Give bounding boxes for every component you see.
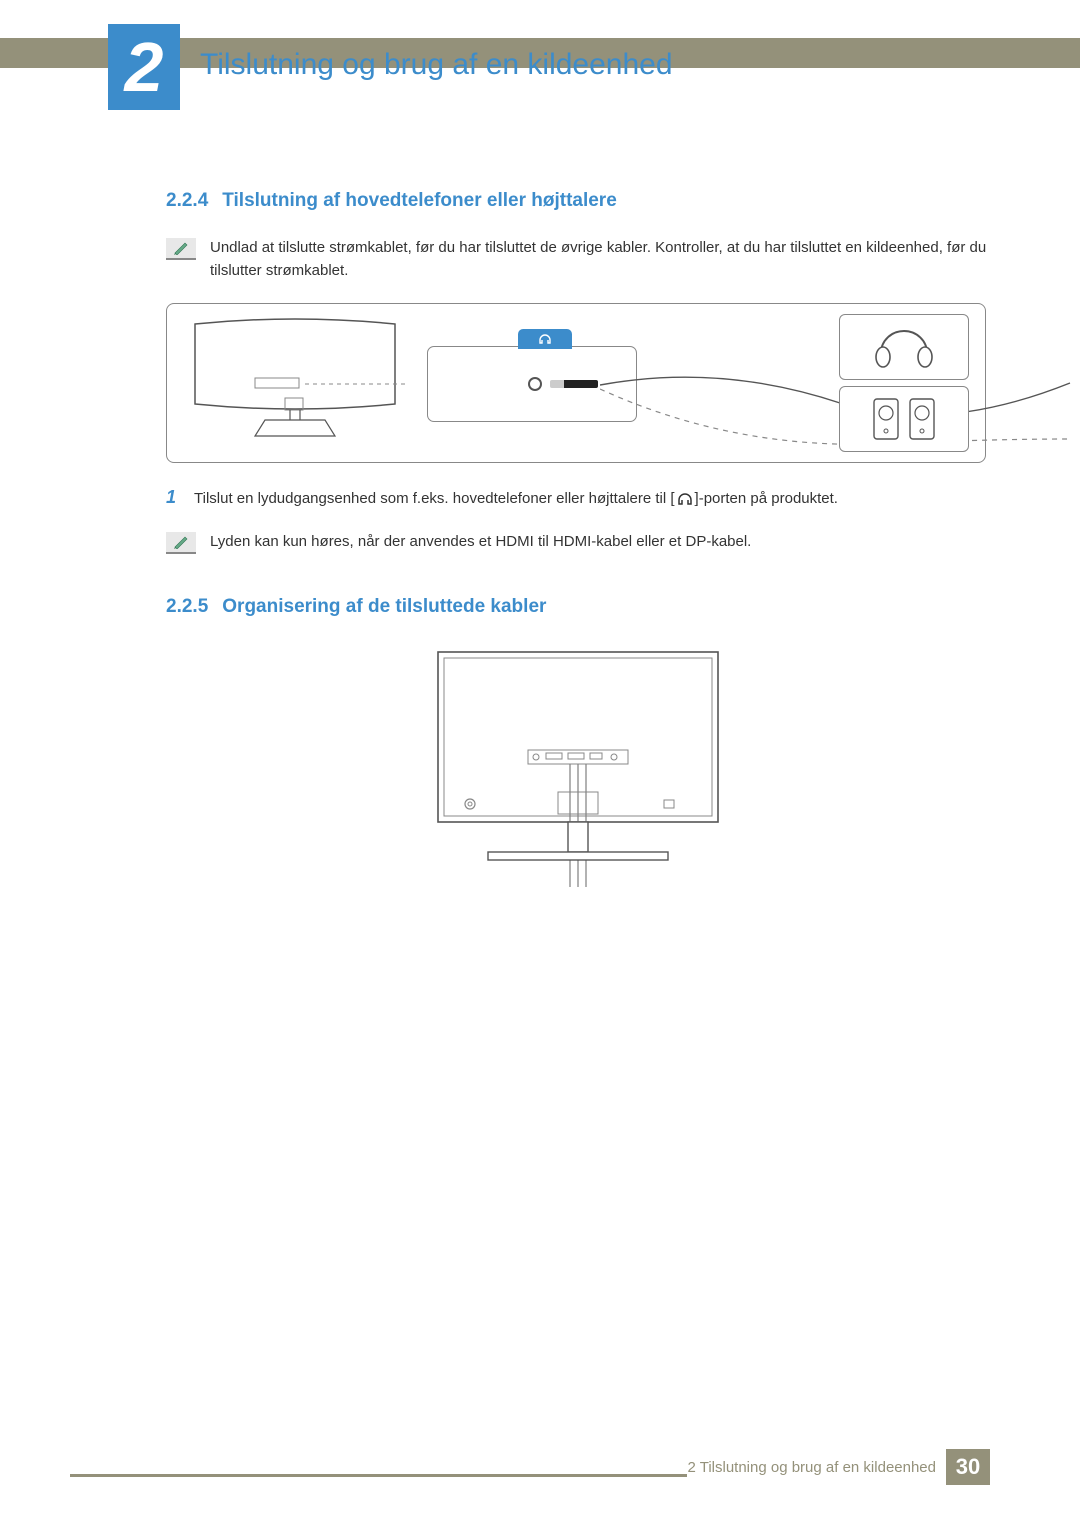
audio-jack-icon — [528, 377, 542, 391]
audio-plug-icon — [550, 380, 598, 388]
note-text-2: Lyden kan kun høres, når der anvendes et… — [210, 530, 751, 553]
headphone-port-tab — [518, 329, 572, 349]
step-1-after: ]-porten på produktet. — [695, 490, 838, 507]
section-title: Organisering af de tilsluttede kabler — [222, 596, 546, 618]
section-225: 2.2.5 Organisering af de tilsluttede kab… — [166, 596, 990, 892]
monitor-cable-diagram — [418, 642, 738, 892]
section-title: Tilslutning af hovedtelefoner eller højt… — [222, 190, 617, 212]
step-1-before: Tilslut en lydudgangsenhed som f.eks. ho… — [194, 490, 675, 507]
diagram-cable-organize — [418, 642, 738, 892]
step-1: 1 Tilslut en lydudgangsenhed som f.eks. … — [166, 487, 990, 511]
note-row-1: Undlad at tilslutte strømkablet, før du … — [166, 236, 990, 283]
page-footer: 2 Tilslutning og brug af en kildeenhed 3… — [0, 1449, 1080, 1485]
chapter-number: 2 — [125, 32, 164, 102]
step-1-text: Tilslut en lydudgangsenhed som f.eks. ho… — [194, 488, 838, 511]
headphone-inline-icon — [677, 492, 693, 506]
step-number: 1 — [166, 487, 180, 508]
chapter-badge: 2 — [108, 24, 180, 110]
monitor-back-icon — [185, 316, 405, 446]
note-icon — [166, 532, 196, 554]
footer-rule — [70, 1474, 687, 1477]
page-number: 30 — [946, 1449, 990, 1485]
note-row-2: Lyden kan kun høres, når der anvendes et… — [166, 530, 990, 554]
note-icon — [166, 238, 196, 260]
chapter-title: Tilslutning og brug af en kildeenhed — [200, 48, 673, 82]
headphones-box — [839, 314, 969, 380]
section-number: 2.2.4 — [166, 190, 208, 212]
note-text-1: Undlad at tilslutte strømkablet, før du … — [210, 236, 990, 283]
footer-label: 2 Tilslutning og brug af en kildeenhed — [687, 1459, 946, 1476]
page-content: 2.2.4 Tilslutning af hovedtelefoner elle… — [166, 190, 990, 892]
headphones-icon — [871, 323, 937, 371]
speakers-box — [839, 386, 969, 452]
diagram-headphone-connection — [166, 303, 986, 463]
port-panel — [427, 346, 637, 422]
section-heading-225: 2.2.5 Organisering af de tilsluttede kab… — [166, 596, 990, 618]
section-heading-224: 2.2.4 Tilslutning af hovedtelefoner elle… — [166, 190, 990, 212]
speakers-icon — [866, 393, 942, 445]
section-number: 2.2.5 — [166, 596, 208, 618]
